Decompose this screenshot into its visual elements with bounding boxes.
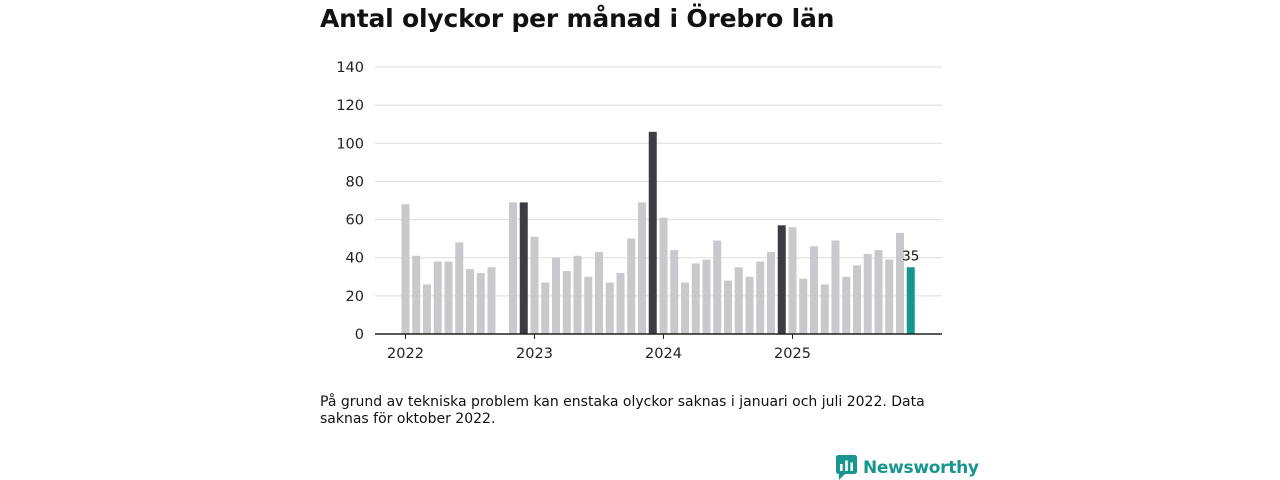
y-tick-label: 20 (346, 289, 364, 305)
bar[interactable] (810, 246, 818, 334)
bar[interactable] (444, 261, 453, 334)
x-tick-label: 2025 (774, 346, 811, 362)
bar[interactable] (509, 202, 517, 334)
bar[interactable] (681, 282, 689, 334)
bar[interactable] (423, 284, 431, 334)
data-labels: 35 (902, 248, 919, 264)
bar[interactable] (896, 232, 904, 334)
y-tick-label: 120 (336, 98, 364, 114)
y-axis-ticks: 0 20 40 60 80 100 120 140 (336, 60, 364, 343)
bar[interactable] (487, 267, 496, 334)
bar[interactable] (552, 257, 560, 334)
bar[interactable] (874, 250, 883, 334)
bar[interactable] (401, 204, 410, 334)
x-tick-label: 2022 (387, 346, 424, 362)
bar[interactable] (734, 267, 743, 334)
brand-name: Newsworthy (863, 457, 979, 478)
y-tick-label: 140 (336, 60, 364, 76)
bar[interactable] (584, 276, 593, 334)
bar[interactable] (562, 271, 571, 334)
footnote: På grund av tekniska problem kan enstaka… (320, 394, 925, 427)
bar-latest[interactable] (906, 267, 915, 334)
bar[interactable] (702, 259, 711, 334)
y-tick-label: 100 (336, 136, 364, 152)
bar[interactable] (691, 263, 700, 334)
bar[interactable] (745, 276, 754, 334)
y-tick-label: 40 (346, 251, 364, 267)
bar[interactable] (541, 282, 550, 334)
bar-highlight[interactable] (648, 131, 657, 334)
x-tick-label: 2024 (645, 346, 682, 362)
bar[interactable] (863, 253, 872, 334)
bar[interactable] (831, 240, 840, 334)
bar[interactable] (466, 269, 474, 334)
x-axis: 2022 2023 2024 2025 (375, 333, 942, 362)
newsworthy-logo-icon (836, 455, 857, 480)
bar[interactable] (605, 282, 614, 334)
data-label-latest: 35 (902, 248, 919, 264)
bar[interactable] (455, 242, 464, 334)
bar[interactable] (433, 261, 442, 334)
bar[interactable] (842, 276, 851, 334)
bar[interactable] (724, 280, 732, 334)
bar[interactable] (659, 217, 668, 334)
bar[interactable] (713, 240, 722, 334)
bar[interactable] (616, 272, 625, 334)
bar-highlight[interactable] (777, 225, 786, 334)
bar[interactable] (853, 265, 861, 334)
bar[interactable] (530, 236, 539, 334)
x-tick-label: 2023 (516, 346, 553, 362)
bars (401, 131, 915, 334)
bar-highlight[interactable] (519, 202, 528, 334)
bar[interactable] (788, 227, 797, 334)
bar[interactable] (476, 272, 485, 334)
bar[interactable] (799, 278, 808, 334)
bar[interactable] (573, 255, 582, 334)
bar[interactable] (820, 284, 829, 334)
y-tick-label: 60 (346, 213, 364, 229)
bar[interactable] (627, 238, 636, 334)
brand-logo[interactable]: Newsworthy (836, 455, 979, 480)
bar[interactable] (595, 251, 603, 334)
chart-title: Antal olyckor per månad i Örebro län (320, 4, 835, 33)
bar[interactable] (885, 259, 894, 334)
bar[interactable] (412, 255, 421, 334)
bar[interactable] (756, 261, 765, 334)
bar[interactable] (638, 202, 646, 334)
y-tick-label: 0 (355, 327, 364, 343)
y-tick-label: 80 (346, 174, 364, 190)
bar[interactable] (767, 251, 775, 334)
bar[interactable] (670, 250, 679, 334)
